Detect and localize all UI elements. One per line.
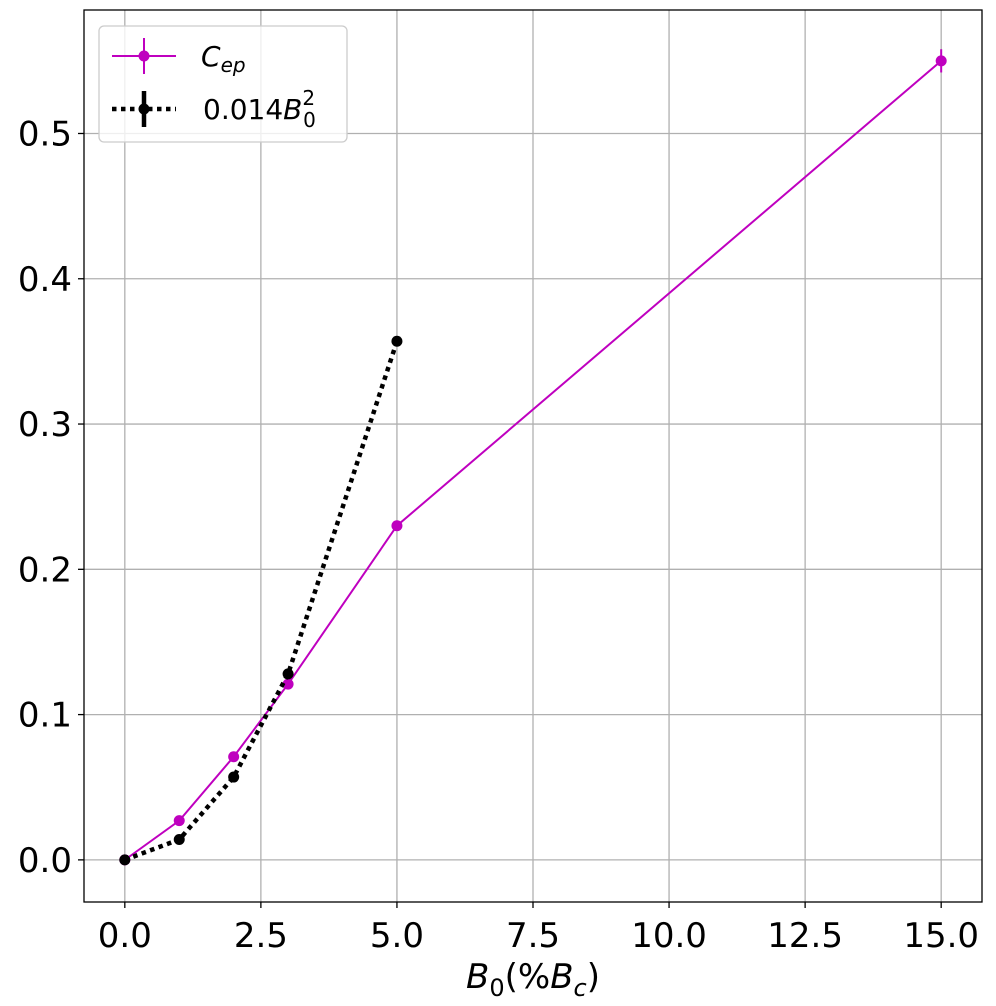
x-axis-label: B0(%Bc) [466, 957, 600, 1002]
series-1-point-4 [391, 335, 403, 347]
series-1-point-3 [282, 668, 294, 680]
y-tick-label-5: 0.5 [18, 114, 72, 154]
tick-labels: 0.0 2.5 5.0 7.5 10.0 12.5 15.0 0.0 0.1 0.2 0.3 0.4 0… [18, 114, 979, 956]
series-0-point-4 [391, 520, 403, 532]
y-tick-label-4: 0.4 [18, 260, 72, 300]
y-tick-label-3: 0.3 [18, 405, 72, 445]
series-0 [119, 49, 947, 866]
y-tick-label-0: 0.0 [18, 841, 72, 881]
x-label-base: B [466, 957, 489, 997]
legend-marker-cep [138, 50, 150, 62]
x-tick-label-3: 7.5 [506, 916, 560, 956]
series-0-point-2 [228, 751, 240, 763]
series-layer [119, 49, 947, 866]
x-tick-label-0: 0.0 [98, 916, 152, 956]
series-0-point-5 [935, 55, 947, 67]
x-tick-label-4: 10.0 [631, 916, 707, 956]
ticks [78, 132, 942, 908]
y-tick-label-2: 0.2 [18, 550, 72, 590]
x-tick-label-6: 15.0 [903, 916, 979, 956]
legend-marker-fit [138, 103, 150, 115]
x-label-inner-sub: c [574, 974, 587, 1002]
series-1 [119, 335, 403, 866]
grid [84, 10, 982, 902]
x-label-open: (% [505, 957, 551, 997]
series-0-point-1 [173, 815, 185, 827]
x-tick-label-1: 2.5 [234, 916, 288, 956]
x-tick-label-5: 12.5 [767, 916, 843, 956]
series-0-line [124, 60, 942, 861]
legend-entry-fit: 0.014B2 0 [112, 86, 316, 132]
series-0-point-3 [282, 678, 294, 690]
legend-entry-cep: Cep [112, 38, 246, 77]
legend-label-cep: Cep [201, 40, 246, 77]
legend-label-fit: 0.014B2 0 [203, 86, 316, 132]
x-tick-label-2: 5.0 [370, 916, 424, 956]
legend: Cep 0.014B2 0 [98, 25, 348, 143]
series-1-point-1 [173, 834, 185, 846]
y-tick-label-1: 0.1 [18, 696, 72, 736]
x-label-inner-base: B [550, 957, 573, 997]
series-1-line [124, 340, 400, 862]
series-1-point-2 [228, 771, 240, 783]
x-label-sub: 0 [489, 974, 504, 1002]
series-1-point-0 [119, 854, 131, 866]
x-label-close: ) [587, 957, 600, 997]
